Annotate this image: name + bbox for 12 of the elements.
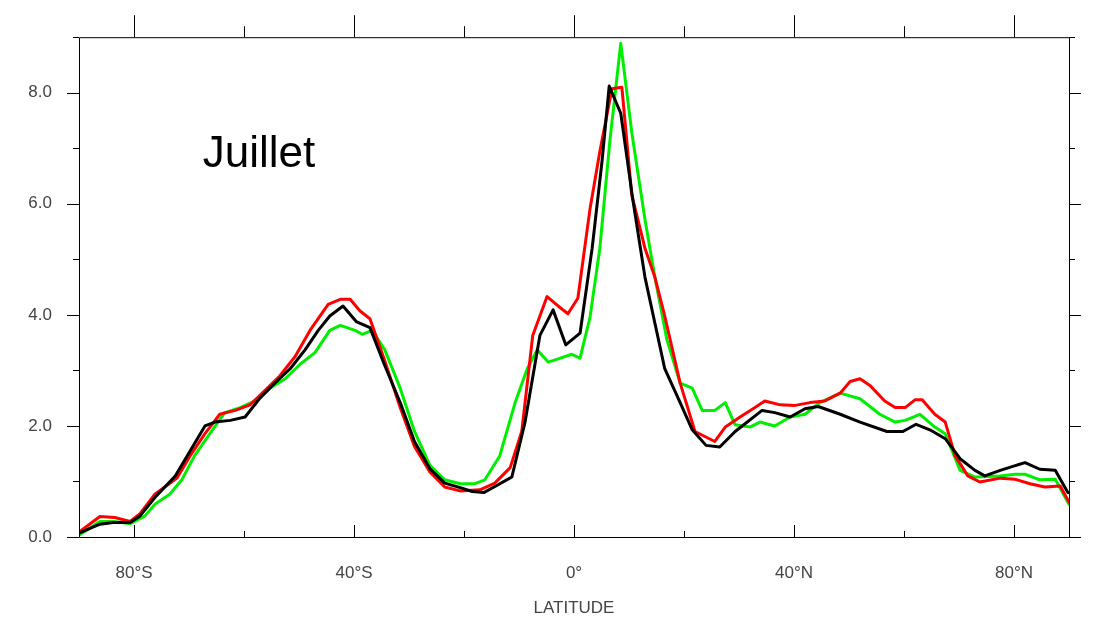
x-tick-label: 40°N	[775, 562, 813, 582]
y-tick-label: 6.0	[28, 193, 52, 213]
y-tick-label: 4.0	[28, 304, 52, 324]
x-axis-title: LATITUDE	[533, 598, 615, 618]
x-tick-label: 80°S	[115, 562, 153, 582]
x-tick-label: 80°N	[995, 562, 1033, 582]
y-tick-label: 2.0	[28, 415, 52, 435]
x-tick-label: 40°S	[335, 562, 373, 582]
x-tick-label: 0°	[565, 562, 583, 582]
y-tick-label: 0.0	[28, 526, 52, 546]
y-tick-label: 8.0	[28, 82, 52, 102]
annotation: Juillet	[202, 126, 316, 176]
